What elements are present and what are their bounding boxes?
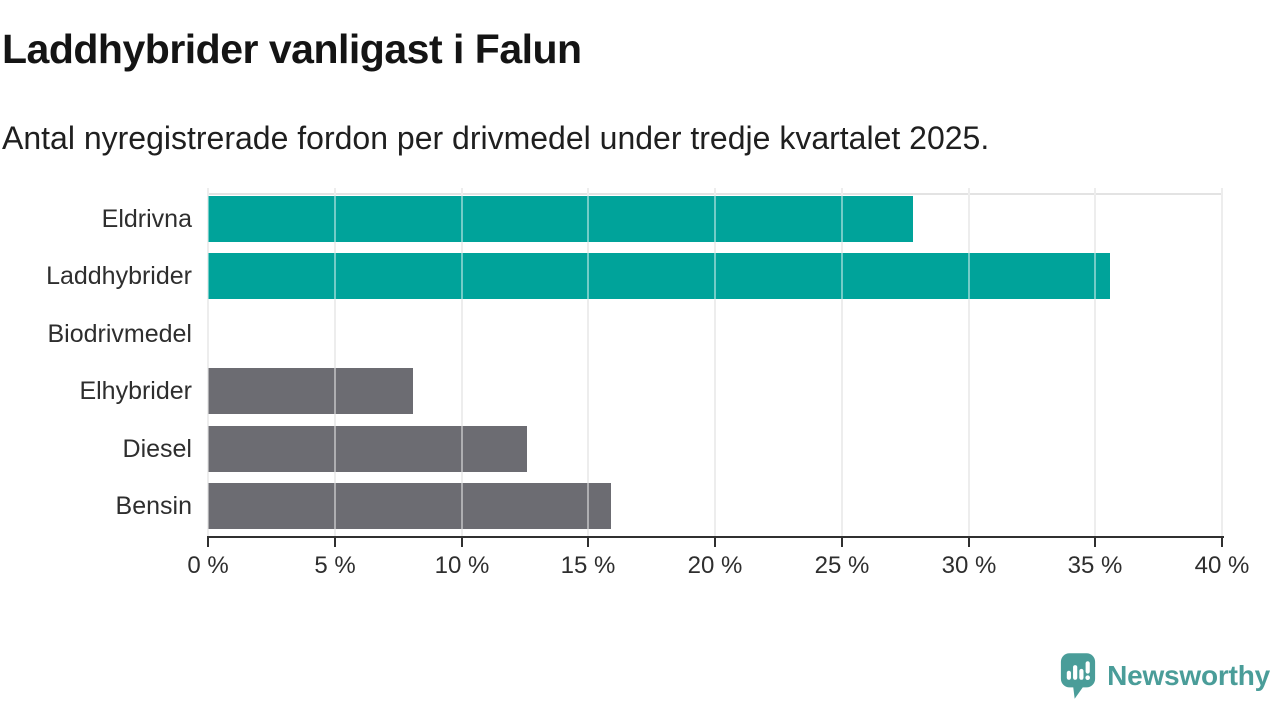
gridline-5 [334, 188, 336, 537]
x-tick-label-40: 40 % [1194, 552, 1250, 579]
bar-laddhybrider [208, 253, 1110, 299]
bar-eldrivna [208, 196, 913, 242]
x-tick-35 [1094, 536, 1096, 547]
x-tick-label-25: 25 % [814, 552, 870, 579]
gridline-5 [334, 188, 336, 537]
x-tick-20 [714, 536, 716, 547]
category-label-elhybrider: Elhybrider [79, 377, 192, 405]
x-tick-label-5: 5 % [314, 552, 356, 579]
gridline-30 [968, 188, 970, 537]
x-tick-label-35: 35 % [1067, 552, 1123, 579]
gridline-10 [461, 188, 463, 537]
gridline-40 [1221, 188, 1223, 537]
bar-diesel [208, 426, 527, 472]
category-label-laddhybrider: Laddhybrider [46, 262, 192, 290]
x-tick-25 [841, 536, 843, 547]
category-label-diesel: Diesel [122, 435, 192, 463]
brand-footer: Newsworthy [1059, 650, 1270, 702]
x-tick-label-15: 15 % [560, 552, 616, 579]
x-tick-5 [334, 536, 336, 547]
bar-elhybrider [208, 368, 413, 414]
plot-area [207, 188, 1223, 537]
x-tick-30 [968, 536, 970, 547]
category-label-biodrivmedel: Biodrivmedel [47, 320, 192, 348]
gridline-10 [461, 188, 463, 537]
brand-name: Newsworthy [1107, 660, 1270, 691]
x-tick-label-20: 20 % [687, 552, 743, 579]
x-tick-label-0: 0 % [187, 552, 229, 579]
gridline-20 [714, 188, 716, 537]
category-label-eldrivna: Eldrivna [101, 205, 192, 233]
gridline-35 [1094, 188, 1096, 537]
gridline-30 [968, 188, 970, 537]
gridline-15 [587, 188, 589, 537]
gridline-40 [1221, 188, 1223, 537]
x-tick-40 [1221, 536, 1223, 547]
chart-title: Laddhybrider vanligast i Falun [2, 26, 582, 72]
gridline-0 [207, 188, 209, 537]
gridline-0 [207, 188, 209, 537]
x-tick-label-30: 30 % [941, 552, 997, 579]
bar-bensin [208, 483, 611, 529]
x-tick-15 [587, 536, 589, 547]
gridline-20 [714, 188, 716, 537]
gridline-25 [841, 188, 843, 537]
gridline-25 [841, 188, 843, 537]
gridline-35 [1094, 188, 1096, 537]
gridline-15 [587, 188, 589, 537]
x-tick-label-10: 10 % [434, 552, 490, 579]
chart-subtitle: Antal nyregistrerade fordon per drivmede… [2, 120, 990, 156]
category-label-bensin: Bensin [115, 492, 192, 520]
newsworthy-logo-icon [1059, 651, 1097, 701]
x-tick-0 [207, 536, 209, 547]
x-tick-10 [461, 536, 463, 547]
